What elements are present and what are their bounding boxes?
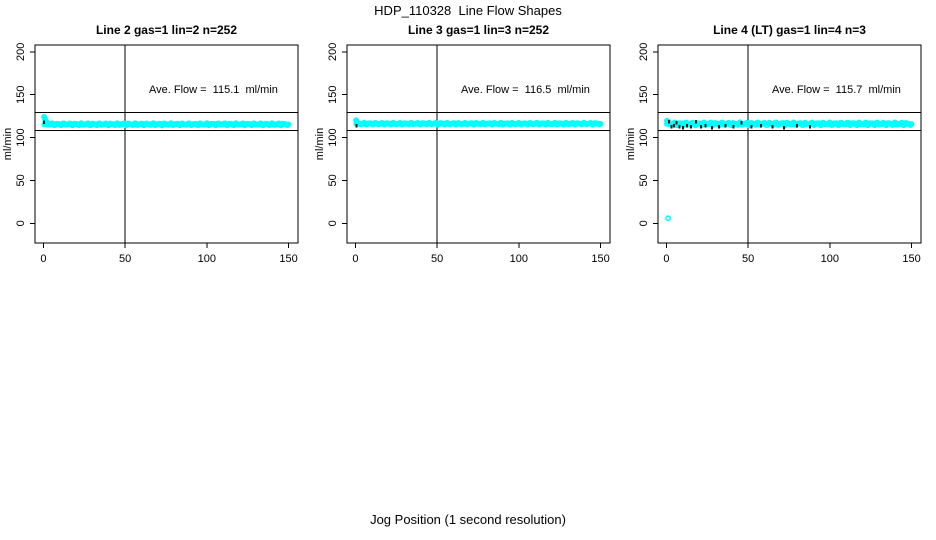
noise-mark <box>717 125 720 129</box>
x-tick-label: 0 <box>352 253 358 265</box>
noise-mark <box>704 124 707 128</box>
data-point <box>908 121 915 127</box>
y-tick-label: 0 <box>15 220 27 226</box>
noise-mark <box>699 125 702 129</box>
x-tick-label: 100 <box>198 253 216 265</box>
panel-line2-ave-flow-annotation: Ave. Flow = 115.1 ml/min <box>149 84 278 96</box>
panel-line2-title: Line 2 gas=1 lin=2 n=252 <box>95 23 238 37</box>
noise-mark <box>783 126 786 130</box>
y-tick-label: 50 <box>327 174 339 186</box>
x-tick-label: 150 <box>591 253 609 265</box>
noise-mark <box>670 125 673 129</box>
noise-mark <box>681 126 684 130</box>
y-tick-label: 100 <box>15 128 27 146</box>
y-tick-label: 200 <box>327 43 339 61</box>
x-tick-label: 100 <box>510 253 528 265</box>
y-tick-label: 0 <box>327 220 339 226</box>
x-tick-label: 150 <box>279 253 297 265</box>
panel-line4-title: Line 4 (LT) gas=1 lin=4 n=3 <box>713 23 866 37</box>
y-axis-title: ml/min <box>2 128 14 160</box>
noise-mark <box>760 124 763 128</box>
noise-mark <box>685 124 688 128</box>
y-tick-label: 150 <box>327 86 339 104</box>
panel-line4: Line 4 (LT) gas=1 lin=4 n=3 0 50 100 150 200… <box>623 0 935 295</box>
panel-line3-plot: 0 50 100 150 200 0 50 100 150 ml/min <box>314 43 611 265</box>
noise-mark <box>732 125 735 129</box>
noise-mark <box>771 125 774 129</box>
y-axis-title: ml/min <box>625 128 637 160</box>
noise-mark <box>740 121 743 125</box>
noise-mark <box>689 125 692 129</box>
y-tick-label: 100 <box>638 128 650 146</box>
data-point-outlier <box>665 215 672 222</box>
figure-title: HDP_110328 Line Flow Shapes <box>374 3 562 18</box>
data-point-start-hook <box>665 119 672 125</box>
noise-mark <box>672 124 675 128</box>
noise-mark <box>711 126 714 130</box>
x-tick-label: 0 <box>40 253 46 265</box>
noise-mark <box>796 124 799 128</box>
panel-line2: Line 2 gas=1 lin=2 n=252 0 50 100 150 200 0 50… <box>0 0 312 295</box>
panel-line3-ave-flow-annotation: Ave. Flow = 116.5 ml/min <box>461 84 590 96</box>
noise-mark <box>43 120 46 125</box>
data-point <box>597 120 604 127</box>
plot-box-border <box>346 44 611 244</box>
y-tick-label: 0 <box>638 220 650 226</box>
x-tick-label: 50 <box>742 253 754 265</box>
x-tick-label: 50 <box>119 253 131 265</box>
x-tick-label: 150 <box>902 253 920 265</box>
noise-mark <box>678 125 681 129</box>
noise-mark <box>675 121 678 125</box>
y-axis-title: ml/min <box>314 128 326 160</box>
noise-mark <box>750 125 753 129</box>
panel-line4-plot: 0 50 100 150 200 0 50 100 150 ml/min <box>625 43 922 265</box>
panel-line3-title: Line 3 gas=1 lin=3 n=252 <box>407 23 550 37</box>
x-tick-label: 100 <box>821 253 839 265</box>
x-tick-label: 0 <box>663 253 669 265</box>
data-point-start-hook <box>355 120 362 127</box>
y-tick-label: 200 <box>638 43 650 61</box>
panel-line2-plot: 0 50 100 150 200 0 50 100 150 ml/min <box>2 43 299 265</box>
y-tick-label: 50 <box>638 174 650 186</box>
shared-x-axis-label: Jog Position (1 second resolution) <box>370 512 566 527</box>
data-point-start-hook <box>46 120 52 127</box>
y-tick-label: 100 <box>327 128 339 146</box>
y-tick-label: 150 <box>638 86 650 104</box>
panel-line3: Line 3 gas=1 lin=3 n=252 0 50 100 150 200 0 50… <box>312 0 624 295</box>
noise-mark <box>694 120 697 124</box>
y-tick-label: 50 <box>15 174 27 186</box>
noise-mark <box>724 124 727 128</box>
y-tick-label: 150 <box>15 86 27 104</box>
panel-line4-ave-flow-annotation: Ave. Flow = 115.7 ml/min <box>772 84 901 96</box>
plot-box-border <box>34 44 299 244</box>
noise-mark <box>355 123 358 128</box>
noise-mark <box>809 125 812 129</box>
plot-box-border <box>657 44 922 244</box>
data-point <box>285 121 292 128</box>
x-tick-label: 50 <box>431 253 443 265</box>
noise-mark <box>667 120 670 124</box>
y-tick-label: 200 <box>15 43 27 61</box>
